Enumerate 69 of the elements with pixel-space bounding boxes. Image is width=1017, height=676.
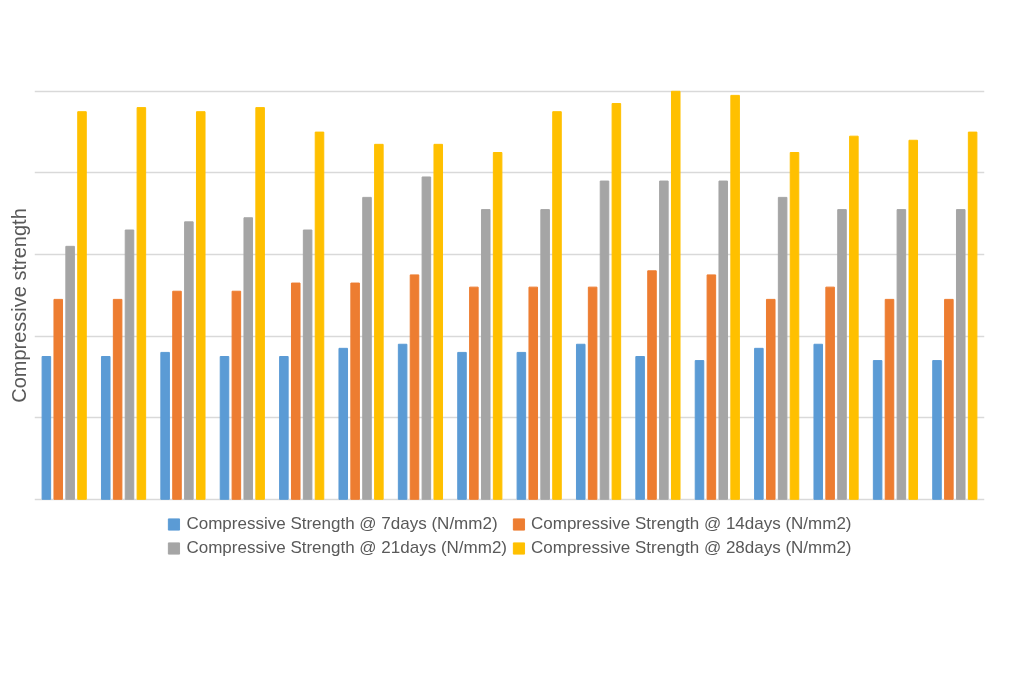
bar (65, 245, 75, 500)
y-axis-title: Compressive strength (7, 208, 30, 403)
bar (635, 356, 645, 500)
bar (825, 286, 835, 500)
bar (421, 176, 432, 500)
bar (243, 217, 254, 500)
bar (41, 356, 52, 500)
bar (599, 180, 610, 500)
bar (195, 111, 206, 500)
bar (955, 209, 966, 500)
bar (231, 290, 242, 500)
bar (837, 209, 847, 500)
bar (516, 351, 527, 500)
bar (255, 107, 265, 500)
bar (694, 360, 705, 500)
bar (362, 196, 372, 500)
bar (457, 351, 467, 500)
bar (100, 356, 111, 500)
bar (338, 347, 349, 500)
bar (813, 343, 824, 500)
bar (647, 270, 657, 500)
bar (908, 139, 919, 500)
bar (397, 343, 408, 500)
bar (967, 131, 978, 500)
bar (492, 152, 503, 500)
bar (789, 152, 800, 500)
bar (896, 209, 907, 500)
bar (540, 209, 550, 500)
legend-label: Compressive Strength @ 21days (N/mm2) (186, 538, 507, 558)
bar (480, 209, 491, 500)
bar (932, 360, 942, 500)
bar (314, 131, 325, 500)
bar (433, 143, 444, 500)
bar (872, 360, 883, 500)
bar (528, 286, 539, 500)
bar (77, 111, 87, 500)
bar (112, 298, 123, 500)
bar (587, 286, 598, 500)
bar (670, 90, 681, 500)
bar (172, 290, 182, 500)
bar (552, 111, 562, 500)
bar (469, 286, 479, 500)
bar (350, 282, 360, 500)
bar (777, 196, 788, 500)
bar (730, 94, 740, 500)
bar (944, 298, 954, 500)
bar (611, 103, 622, 500)
bar (706, 274, 717, 500)
bar (290, 282, 301, 500)
bar (409, 274, 420, 500)
bar (659, 180, 669, 500)
bar (718, 180, 729, 500)
bar (219, 356, 230, 500)
bar (765, 298, 776, 500)
bar (136, 107, 147, 500)
bar (884, 298, 895, 500)
bar (184, 221, 194, 500)
bar (279, 356, 289, 500)
bar (374, 143, 384, 500)
bar (754, 347, 764, 500)
bar (160, 351, 170, 500)
legend-label: Compressive Strength @ 7days (N/mm2) (186, 514, 498, 534)
legend-label: Compressive Strength @ 28days (N/mm2) (531, 538, 852, 558)
bar (849, 135, 859, 500)
bar (124, 229, 135, 500)
bar (53, 298, 64, 500)
legend-label: Compressive Strength @ 14days (N/mm2) (531, 514, 852, 534)
bar (302, 229, 313, 500)
bar (575, 343, 586, 500)
